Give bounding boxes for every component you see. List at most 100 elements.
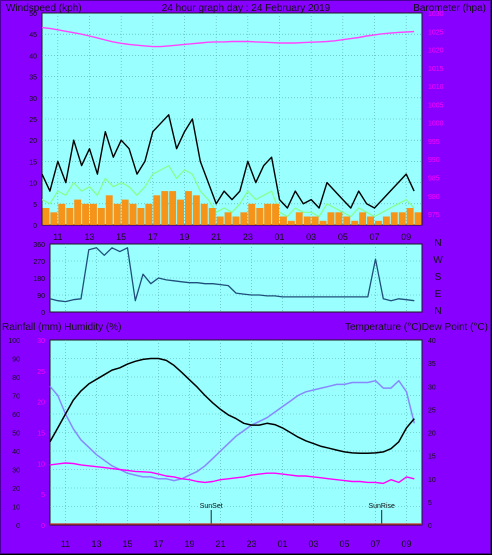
wind-average-bar (66, 208, 74, 225)
x-tick-label: 03 (308, 539, 318, 549)
wind-average-bar (50, 212, 58, 225)
wind-average-bar (327, 212, 335, 225)
rainfall-tick-label: 0 (41, 523, 45, 530)
wind-gust-line (41, 114, 415, 209)
wind-average-bar (58, 203, 66, 225)
wind-average-bar (200, 203, 208, 225)
graph-title: 24 hour graph day : 24 February 2019 (162, 3, 331, 14)
barometer-tick-label: 1005 (428, 102, 444, 109)
barometer-tick-label: 995 (428, 139, 440, 146)
temperature-axis-ticks: 1009080706050403020100302520151050403530… (8, 338, 436, 549)
wind-tick-label: 15 (29, 159, 37, 166)
wind-average-bar (311, 216, 319, 225)
barometer-tick-label: 985 (428, 175, 440, 182)
wind-tick-label: 50 (29, 11, 37, 18)
wind-average-bar (343, 216, 351, 225)
wind-average-bar (137, 208, 145, 225)
wind-tick-label: 40 (29, 53, 37, 60)
sun-event-label: SunSet (200, 503, 223, 510)
temperature-tick-label: 5 (428, 500, 432, 507)
x-tick-label: 23 (246, 539, 256, 549)
x-tick-label: 09 (401, 539, 411, 549)
wind-tick-label: 20 (29, 138, 37, 145)
barometer-tick-label: 1025 (428, 29, 444, 36)
humidity-line (49, 379, 416, 482)
rainfall-tick-label: 30 (37, 338, 45, 345)
wind-average-bar (240, 212, 248, 225)
wind-average-bar (224, 212, 232, 225)
wind-average-bar (414, 212, 422, 225)
wind-average-bar (129, 203, 137, 225)
humidity-tick-label: 70 (12, 394, 20, 401)
temperature-tick-label: 15 (428, 454, 436, 461)
wind-average-bar (295, 212, 303, 225)
rain-humidity-axis-label: Rainfall (mm) Humidity (%) (2, 322, 121, 333)
wind-average-bar (351, 220, 359, 225)
compass-label: N (434, 238, 441, 249)
direction-tick-label: 0 (41, 310, 45, 317)
wind-average-bar (280, 216, 287, 225)
temp-dew-axis-label: Temperature (°C)Dew Point (°C) (345, 322, 488, 333)
x-tick-label: 11 (61, 539, 70, 549)
x-tick-label: 21 (215, 539, 225, 549)
windspeed-axis-label: Windspeed (kph) (6, 3, 82, 14)
x-tick-label: 05 (338, 232, 348, 242)
wind-average-bar (169, 191, 177, 225)
x-tick-label: 13 (84, 232, 94, 242)
x-tick-label: 07 (369, 232, 379, 242)
wind-average-bar (248, 203, 256, 225)
wind-average-bar (208, 208, 216, 225)
barometer-tick-label: 990 (428, 157, 440, 164)
x-tick-label: 17 (153, 539, 163, 549)
wind-average-bar (161, 191, 169, 225)
barometer-tick-label: 1030 (428, 11, 444, 18)
barometer-tick-label: 980 (428, 194, 440, 201)
wind-average-bar (390, 212, 398, 225)
direction-tick-label: 360 (33, 242, 45, 249)
x-tick-label: 21 (211, 232, 221, 242)
wind-plot-content (41, 13, 422, 225)
wind-average-bar (367, 216, 374, 225)
temperature-tick-label: 30 (428, 384, 436, 391)
humidity-tick-label: 60 (12, 412, 20, 419)
barometer-line (41, 26, 415, 48)
wind-average-bar (153, 195, 161, 225)
humidity-tick-label: 50 (12, 431, 20, 438)
humidity-tick-label: 40 (12, 449, 20, 456)
wind-direction-line (49, 247, 415, 303)
temperature-tick-label: 35 (428, 361, 436, 368)
wind-average-bar (264, 203, 272, 225)
barometer-tick-label: 1020 (428, 48, 444, 55)
x-tick-label: 09 (401, 232, 411, 242)
wind-average-bar (375, 220, 382, 225)
humidity-tick-label: 100 (8, 338, 20, 345)
wind-axis-ticks: 5045403530252015105010301025102010151010… (29, 11, 443, 242)
wind-tick-label: 45 (29, 32, 37, 39)
sun-event-label: SunRise (368, 503, 395, 510)
temperature-tick-label: 0 (428, 523, 432, 530)
wind-average-bar (74, 199, 82, 225)
wind-average-bar (113, 203, 121, 225)
temperature-line (49, 357, 415, 455)
wind-average-bar (335, 212, 343, 225)
wind-average-bar (232, 216, 240, 225)
compass-label: E (435, 289, 442, 300)
x-tick-label: 05 (339, 539, 349, 549)
wind-average-bar (382, 216, 390, 225)
direction-plot-content (49, 244, 422, 312)
humidity-tick-label: 90 (12, 357, 20, 364)
compass-label: W (433, 255, 443, 266)
wind-average-bar (177, 199, 184, 225)
wind-tick-label: 5 (33, 202, 37, 209)
x-tick-label: 19 (184, 539, 194, 549)
wind-tick-label: 0 (33, 223, 37, 230)
wind-average-bar (319, 220, 327, 225)
barometer-axis-label: Barometer (hpa) (413, 3, 486, 14)
x-tick-label: 07 (370, 539, 380, 549)
temperature-tick-label: 10 (428, 477, 436, 484)
x-tick-label: 15 (116, 232, 126, 242)
humidity-tick-label: 20 (12, 486, 20, 493)
wind-average-bar (82, 203, 89, 225)
